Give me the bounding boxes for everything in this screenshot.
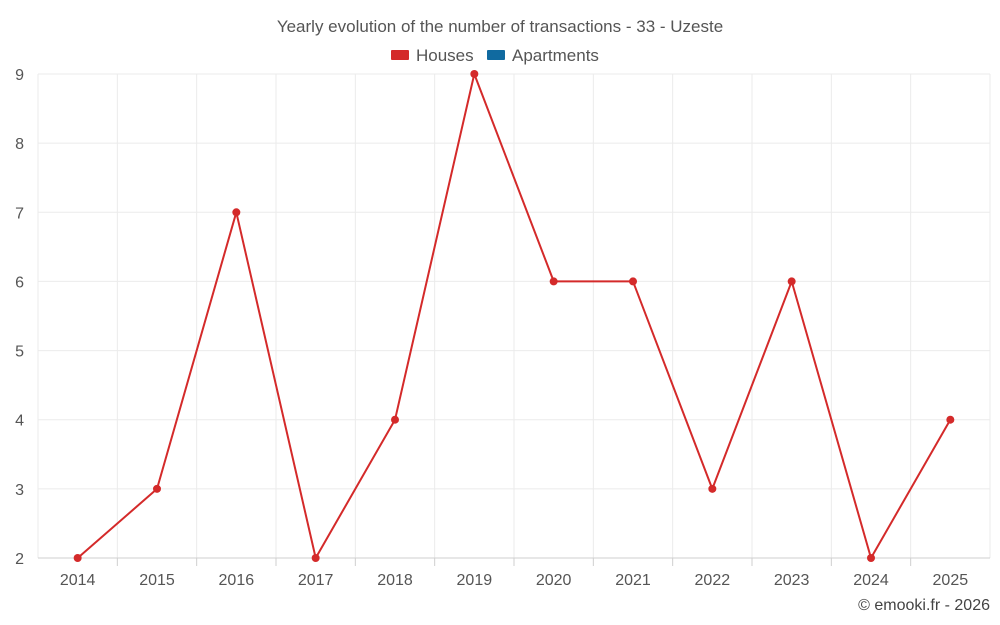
x-tick-label: 2020 — [536, 572, 572, 589]
y-tick-label: 4 — [15, 413, 24, 430]
legend-item-houses[interactable]: Houses — [391, 46, 474, 65]
y-tick-label: 5 — [15, 344, 24, 361]
x-tick-label: 2014 — [60, 572, 96, 589]
data-point-houses[interactable] — [73, 554, 82, 562]
x-tick-label: 2022 — [695, 572, 731, 589]
data-point-houses[interactable] — [549, 277, 558, 286]
data-point-houses[interactable] — [311, 554, 320, 562]
x-tick-label: 2023 — [774, 572, 810, 589]
x-tick-label: 2017 — [298, 572, 334, 589]
y-tick-label: 7 — [15, 205, 24, 222]
y-tick-label: 6 — [15, 274, 24, 291]
data-point-houses[interactable] — [470, 70, 479, 78]
y-tick-label: 8 — [15, 136, 24, 153]
credit-text: © emooki.fr - 2026 — [858, 597, 990, 614]
data-point-houses[interactable] — [867, 554, 875, 562]
legend: Houses Apartments — [391, 46, 599, 65]
data-point-houses[interactable] — [391, 415, 399, 424]
x-tick-label: 2025 — [933, 572, 969, 589]
x-axis: 2014 2015 2016 2017 2018 2019 2020 2021 2022 2023… — [38, 557, 990, 589]
series-line-houses — [77, 73, 952, 559]
x-tick-label: 2019 — [457, 572, 493, 589]
y-axis: 2 3 4 5 6 7 8 9 — [15, 67, 24, 568]
y-tick-label: 3 — [15, 482, 24, 499]
y-tick-label: 9 — [15, 67, 24, 84]
x-tick-label: 2024 — [853, 572, 889, 589]
chart-title: Yearly evolution of the number of transa… — [277, 17, 723, 36]
legend-label-apartments: Apartments — [512, 46, 599, 65]
data-point-houses[interactable] — [708, 484, 717, 493]
grid — [37, 73, 991, 558]
legend-label-houses: Houses — [416, 46, 474, 65]
legend-item-apartments[interactable]: Apartments — [487, 46, 599, 65]
series-layer — [73, 70, 955, 562]
data-point-houses[interactable] — [787, 277, 796, 286]
data-point-houses[interactable] — [153, 484, 161, 493]
x-tick-label: 2015 — [139, 572, 175, 589]
x-tick-label: 2016 — [219, 572, 255, 589]
data-point-houses[interactable] — [629, 277, 637, 286]
x-tick-label: 2021 — [615, 572, 651, 589]
y-tick-label: 2 — [15, 551, 24, 568]
legend-swatch-houses — [391, 50, 409, 60]
x-tick-label: 2018 — [377, 572, 413, 589]
data-point-houses[interactable] — [946, 415, 955, 424]
data-point-houses[interactable] — [232, 208, 241, 217]
legend-swatch-apartments — [487, 50, 505, 60]
